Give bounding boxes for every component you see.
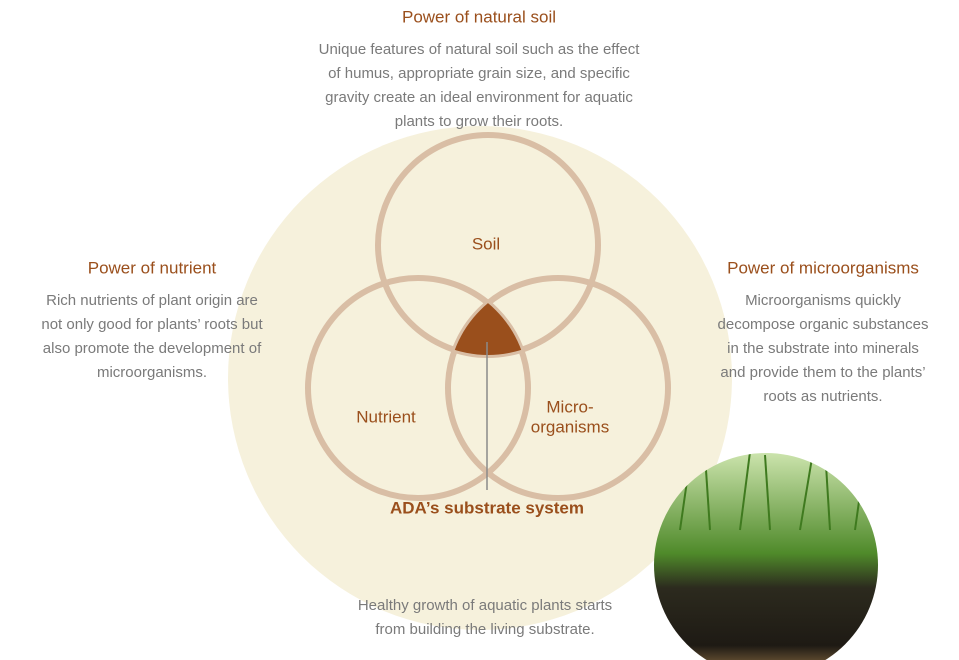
section-text: Healthy growth of aquatic plants starts bbox=[358, 597, 612, 614]
section-text: microorganisms. bbox=[97, 364, 207, 381]
section-title: Power of nutrient bbox=[88, 258, 217, 277]
section-text: gravity create an ideal environment for … bbox=[325, 89, 633, 106]
section-text: not only good for plants’ roots but bbox=[41, 316, 263, 333]
micro-label: organisms bbox=[531, 417, 609, 436]
section-text: plants to grow their roots. bbox=[395, 113, 563, 130]
section-text: Microorganisms quickly bbox=[745, 292, 901, 309]
section-text: in the substrate into minerals bbox=[727, 340, 919, 357]
micro-label: Micro- bbox=[546, 397, 593, 416]
section-text: roots as nutrients. bbox=[763, 388, 882, 405]
soil-label: Soil bbox=[472, 234, 500, 253]
section-text: Unique features of natural soil such as … bbox=[319, 41, 641, 58]
center-label: ADA’s substrate system bbox=[390, 498, 584, 517]
section-title: Power of natural soil bbox=[402, 7, 556, 26]
section-title: Power of microorganisms bbox=[727, 258, 919, 277]
nutrient-label: Nutrient bbox=[356, 407, 416, 426]
section-text: Rich nutrients of plant origin are bbox=[46, 292, 258, 309]
section-text: also promote the development of bbox=[43, 340, 262, 357]
section-text: of humus, appropriate grain size, and sp… bbox=[328, 65, 630, 82]
section-text: and provide them to the plants’ bbox=[720, 364, 925, 381]
section-text: from building the living substrate. bbox=[375, 621, 594, 638]
diagram: Soil Nutrient Micro- organisms ADA’s sub… bbox=[0, 0, 959, 660]
section-text: decompose organic substances bbox=[718, 316, 929, 333]
